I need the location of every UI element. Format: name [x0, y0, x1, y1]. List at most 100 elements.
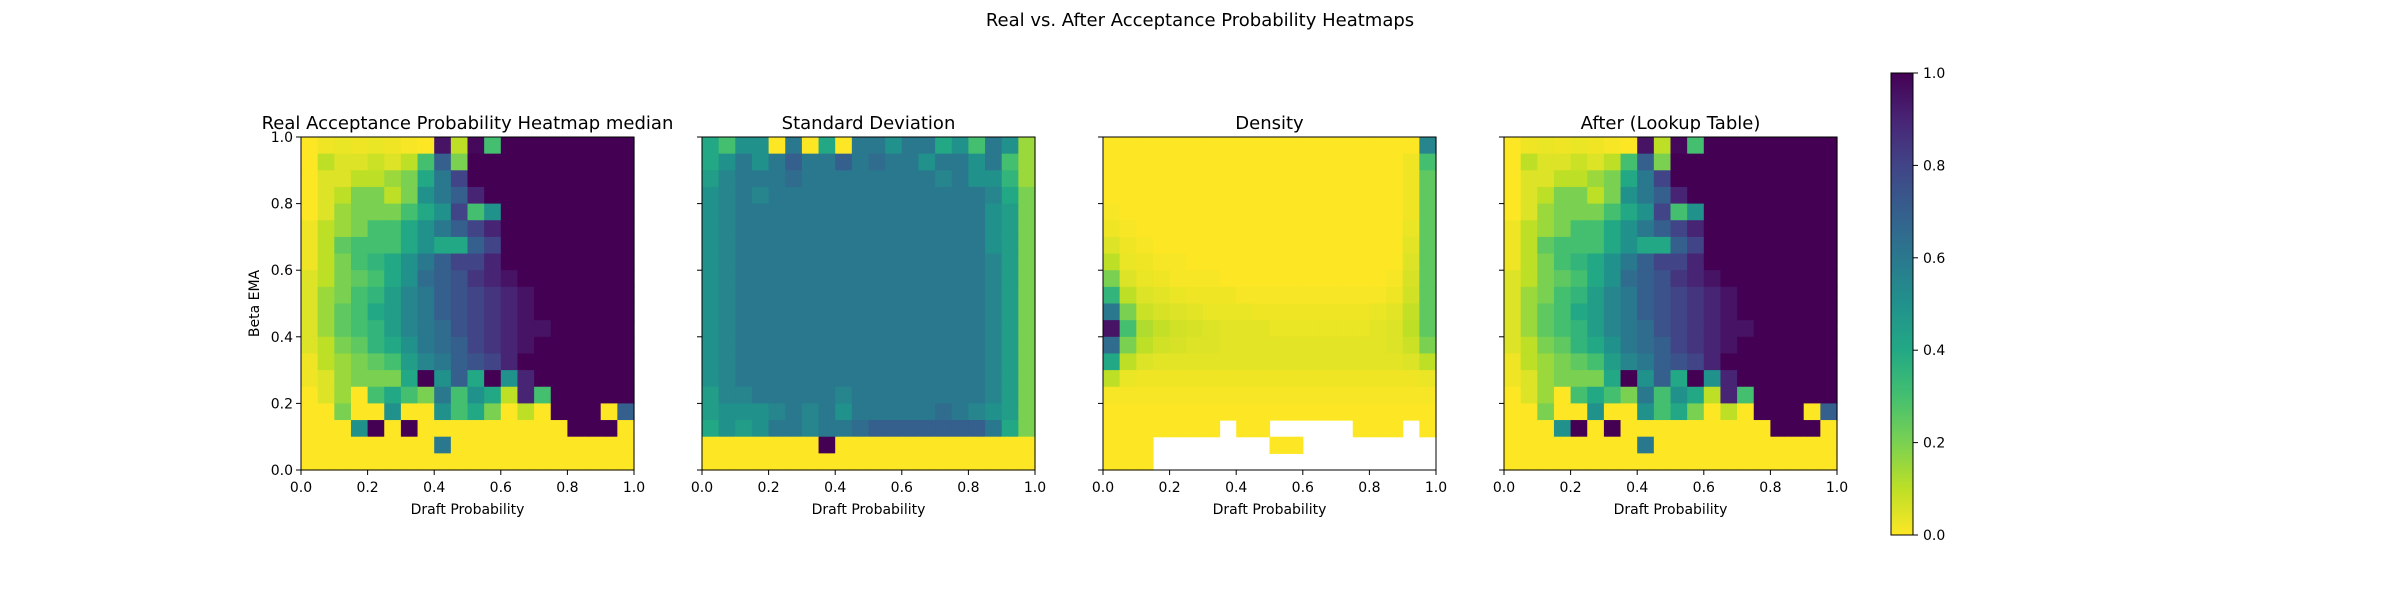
heatmap-cell [1787, 453, 1805, 471]
heatmap-cell [417, 336, 435, 355]
heatmap-cell [985, 153, 1003, 171]
heatmap-cell [334, 353, 352, 371]
heatmap-cell [1103, 403, 1121, 421]
heatmap-cell [467, 186, 485, 205]
heatmap-cell [1753, 453, 1771, 471]
heatmap-cell [1720, 336, 1738, 355]
heatmap-cell [1620, 236, 1638, 255]
heatmap-cell [718, 403, 736, 421]
heatmap-cell [885, 453, 903, 471]
heatmap-cell [1369, 170, 1387, 188]
heatmap-cell [1770, 453, 1788, 471]
heatmap-cell [801, 186, 820, 205]
heatmap-cell [868, 320, 886, 338]
heatmap-cell [768, 153, 786, 171]
heatmap-cell [484, 253, 502, 271]
heatmap-cell [400, 286, 419, 305]
heatmap-cell [1136, 353, 1154, 371]
heatmap-cell [1670, 303, 1688, 321]
heatmap-cell [467, 153, 485, 171]
heatmap-cell [901, 353, 920, 371]
heatmap-cell [534, 420, 552, 438]
heatmap-cell [1202, 236, 1221, 255]
heatmap-cell [1720, 320, 1738, 338]
heatmap-cell [1386, 353, 1404, 371]
heatmap-cell [1286, 203, 1304, 221]
heatmap-cell [317, 170, 335, 188]
heatmap-cell [301, 403, 319, 421]
heatmap-cell [350, 336, 369, 355]
heatmap-cell [1136, 303, 1154, 321]
heatmap-cell [702, 336, 720, 355]
heatmap-cell [751, 220, 770, 238]
heatmap-cell [317, 253, 335, 271]
heatmap-cell [1186, 320, 1204, 338]
heatmap-cell [718, 236, 736, 255]
heatmap-cell [1286, 153, 1304, 171]
heatmap-cell [450, 137, 469, 155]
heatmap-cell [885, 303, 903, 321]
heatmap-cell [1520, 403, 1538, 421]
heatmap-cell [1770, 220, 1788, 238]
heatmap-cell [617, 153, 635, 171]
heatmap-cell [1186, 253, 1204, 271]
heatmap-cell [1169, 253, 1187, 271]
heatmap-cell [1236, 153, 1254, 171]
heatmap-cell [851, 320, 870, 338]
heatmap-cell [1252, 236, 1271, 255]
heatmap-cell [334, 403, 352, 421]
heatmap-cell [1386, 236, 1404, 255]
heatmap-cell [768, 370, 786, 388]
heatmap-cell [1252, 420, 1271, 438]
heatmap-cell [851, 220, 870, 238]
colorbar-tick-label: 0.4 [1923, 343, 1945, 359]
heatmap-cell [1252, 220, 1271, 238]
heatmap-cell [1603, 236, 1622, 255]
heatmap-cell [1637, 170, 1655, 188]
heatmap-cell [1520, 137, 1538, 155]
heatmap-cell [918, 186, 936, 205]
heatmap-cell [517, 370, 535, 388]
heatmap-cell [500, 153, 519, 171]
heatmap-cell [951, 137, 969, 155]
heatmap-cell [1369, 320, 1387, 338]
heatmap-cell [1703, 320, 1722, 338]
heatmap-cell [1653, 336, 1672, 355]
heatmap-cell [400, 453, 419, 471]
heatmap-cell [1770, 270, 1788, 288]
heatmap-cell [567, 137, 585, 155]
heatmap-cell [1720, 186, 1738, 205]
heatmap-cell [1737, 236, 1755, 255]
heatmap-cell [350, 270, 369, 288]
heatmap-cell [1302, 336, 1321, 355]
heatmap-cell [1703, 186, 1722, 205]
heatmap-cell [1670, 336, 1688, 355]
heatmap-cell [1603, 370, 1622, 388]
heatmap-cell [1803, 220, 1821, 238]
heatmap-cell [417, 236, 435, 255]
heatmap-cell [1653, 220, 1672, 238]
heatmap-cell [1653, 253, 1672, 271]
heatmap-cell [1119, 353, 1137, 371]
heatmap-cell [851, 203, 870, 221]
heatmap-cell [768, 436, 786, 454]
heatmap-cell [1603, 170, 1622, 188]
heatmap-cell [1587, 420, 1605, 438]
heatmap-cell [1553, 203, 1572, 221]
heatmap-cell [1152, 153, 1171, 171]
heatmap-cell [1001, 236, 1019, 255]
heatmap-cell [901, 153, 920, 171]
heatmap-cell [1753, 420, 1771, 438]
heatmap-cell [1520, 303, 1538, 321]
heatmap-cell [567, 270, 585, 288]
heatmap-cell [785, 370, 803, 388]
heatmap-cell [1770, 436, 1788, 454]
heatmap-cell [400, 336, 419, 355]
heatmap-cell [417, 386, 435, 404]
heatmap-cell [367, 336, 385, 355]
heatmap-cell [1720, 253, 1738, 271]
heatmap-cell [350, 303, 369, 321]
heatmap-cell [801, 403, 820, 421]
heatmap-cell [1119, 253, 1137, 271]
heatmap-cell [1136, 420, 1154, 438]
